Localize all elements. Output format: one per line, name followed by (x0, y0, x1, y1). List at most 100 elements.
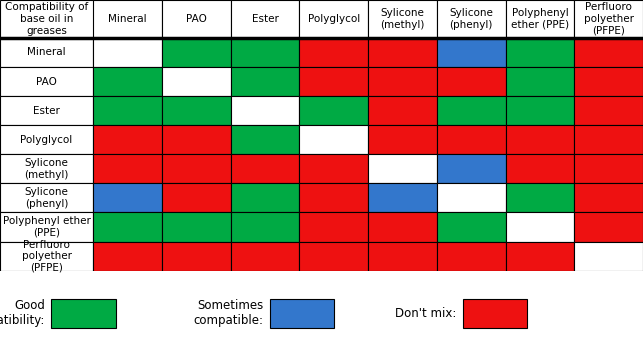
Bar (505, 183, 574, 212)
Bar (300, 38, 368, 67)
Bar (437, 154, 505, 183)
Text: Perfluoro
polyether
(PFPE): Perfluoro polyether (PFPE) (584, 2, 633, 35)
Bar (0, 67, 93, 96)
Bar (162, 183, 231, 212)
Bar (300, 67, 368, 96)
Bar (162, 38, 231, 67)
Bar (270, 299, 334, 328)
Text: Sylicone
(phenyl): Sylicone (phenyl) (449, 8, 493, 30)
Bar (574, 0, 643, 38)
Bar (463, 299, 527, 328)
Bar (231, 67, 300, 96)
Bar (231, 0, 300, 38)
Bar (93, 96, 162, 125)
Bar (437, 183, 505, 212)
Bar (162, 96, 231, 125)
Bar (574, 96, 643, 125)
Bar (505, 125, 574, 154)
Bar (574, 212, 643, 242)
Bar (437, 67, 505, 96)
Bar (368, 183, 437, 212)
Bar (231, 212, 300, 242)
Bar (162, 67, 231, 96)
Text: Perfluoro
polyether
(PFPE): Perfluoro polyether (PFPE) (22, 239, 71, 273)
Bar (0, 125, 93, 154)
Bar (574, 154, 643, 183)
Text: Polyglycol: Polyglycol (21, 135, 73, 145)
Text: Sylicone
(methyl): Sylicone (methyl) (24, 158, 69, 180)
Bar (300, 96, 368, 125)
Bar (0, 154, 93, 183)
Text: Compatibility of
base oil in
greases: Compatibility of base oil in greases (5, 2, 88, 35)
Bar (437, 212, 505, 242)
Bar (231, 242, 300, 271)
Text: PAO: PAO (186, 14, 207, 24)
Bar (437, 125, 505, 154)
Bar (505, 0, 574, 38)
Bar (93, 67, 162, 96)
Bar (93, 183, 162, 212)
Bar (93, 125, 162, 154)
Bar (368, 242, 437, 271)
Bar (368, 67, 437, 96)
Text: Mineral: Mineral (108, 14, 147, 24)
Bar (368, 96, 437, 125)
Bar (162, 154, 231, 183)
Bar (162, 242, 231, 271)
Text: Sylicone
(phenyl): Sylicone (phenyl) (24, 187, 69, 209)
Bar (368, 212, 437, 242)
Bar (505, 242, 574, 271)
Bar (0, 183, 93, 212)
Bar (231, 183, 300, 212)
Bar (505, 96, 574, 125)
Bar (0, 38, 93, 67)
Bar (162, 212, 231, 242)
Bar (437, 96, 505, 125)
Bar (300, 154, 368, 183)
Bar (162, 125, 231, 154)
Bar (300, 125, 368, 154)
Bar (0, 242, 93, 271)
Bar (231, 96, 300, 125)
Text: Don't mix:: Don't mix: (395, 307, 457, 320)
Bar (505, 67, 574, 96)
Bar (368, 154, 437, 183)
Text: Polyphenyl
ether (PPE): Polyphenyl ether (PPE) (511, 8, 569, 30)
Text: Polyglycol: Polyglycol (307, 14, 360, 24)
Bar (574, 242, 643, 271)
Bar (231, 125, 300, 154)
Bar (574, 38, 643, 67)
Text: Sometimes
compatible:: Sometimes compatible: (194, 299, 264, 328)
Bar (93, 212, 162, 242)
Bar (231, 154, 300, 183)
Bar (368, 0, 437, 38)
Bar (93, 154, 162, 183)
Text: Ester: Ester (33, 105, 60, 116)
Bar (437, 242, 505, 271)
Bar (51, 299, 116, 328)
Bar (93, 0, 162, 38)
Bar (368, 125, 437, 154)
Bar (437, 0, 505, 38)
Bar (505, 212, 574, 242)
Bar (574, 183, 643, 212)
Bar (300, 183, 368, 212)
Bar (368, 38, 437, 67)
Bar (574, 67, 643, 96)
Bar (574, 125, 643, 154)
Text: Sylicone
(methyl): Sylicone (methyl) (380, 8, 424, 30)
Text: Mineral: Mineral (27, 48, 66, 58)
Bar (231, 38, 300, 67)
Bar (0, 96, 93, 125)
Bar (300, 212, 368, 242)
Bar (300, 242, 368, 271)
Bar (0, 0, 643, 38)
Text: Good
compatibility:: Good compatibility: (0, 299, 45, 328)
Bar (505, 154, 574, 183)
Bar (0, 212, 93, 242)
Bar (162, 0, 231, 38)
Text: Ester: Ester (251, 14, 278, 24)
Text: Polyphenyl ether
(PPE): Polyphenyl ether (PPE) (3, 216, 91, 238)
Text: PAO: PAO (36, 77, 57, 86)
Bar (437, 38, 505, 67)
